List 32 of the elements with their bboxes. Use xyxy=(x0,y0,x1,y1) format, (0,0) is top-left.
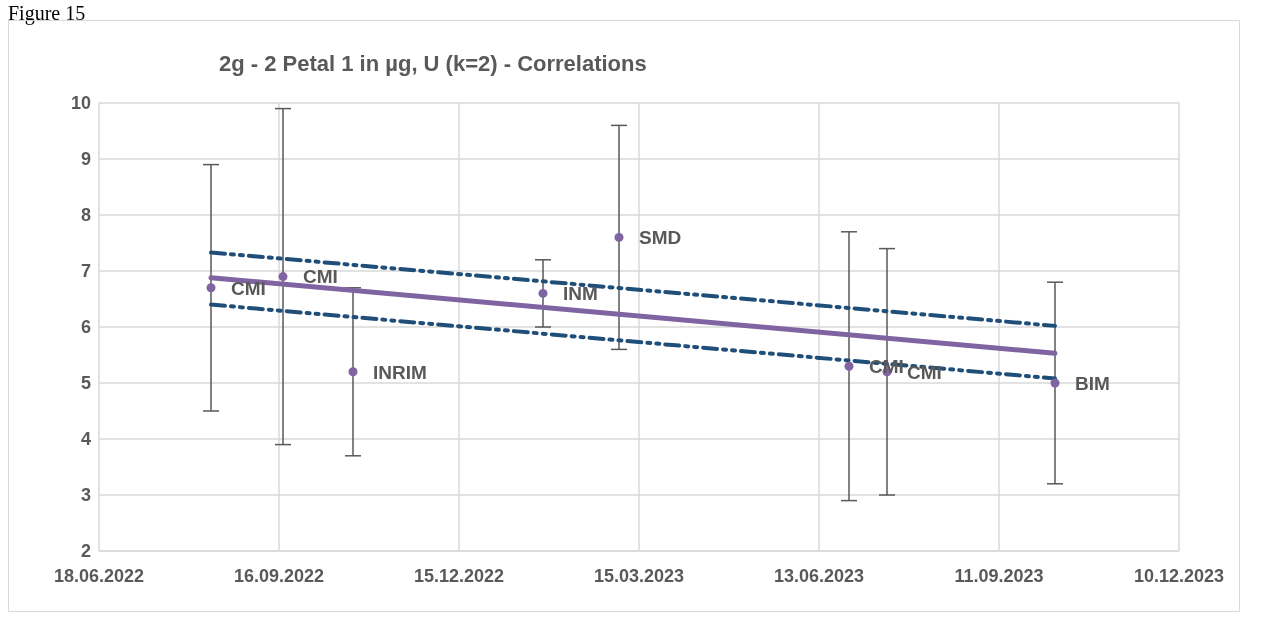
point xyxy=(844,361,854,371)
point xyxy=(1050,378,1060,388)
annotation: INM xyxy=(563,283,598,305)
y-tick-label: 10 xyxy=(70,93,91,114)
point xyxy=(538,288,548,298)
y-tick-label: 4 xyxy=(80,429,91,450)
y-tick-label: 5 xyxy=(80,373,91,394)
y-tick-label: 3 xyxy=(80,485,91,506)
y-tick-label: 9 xyxy=(80,149,91,170)
annotation: SMD xyxy=(639,227,682,249)
chart-title: 2g - 2 Petal 1 in µg, U (k=2) - Correlations xyxy=(219,51,647,77)
y-tick-label: 2 xyxy=(80,541,91,562)
point xyxy=(614,232,624,242)
x-tick-label: 18.06.2022 xyxy=(53,565,145,586)
point xyxy=(278,272,288,282)
y-tick-label: 7 xyxy=(80,261,91,282)
x-tick-label: 10.12.2023 xyxy=(1133,565,1225,586)
x-tick-label: 11.09.2023 xyxy=(954,565,1044,586)
y-tick-label: 8 xyxy=(80,205,91,226)
annotation: INRIM xyxy=(373,361,427,383)
annotation: CMI xyxy=(303,266,338,288)
caption: Figure 15 xyxy=(8,2,86,24)
annotation: BIM xyxy=(1075,372,1110,394)
y-tick-label: 6 xyxy=(80,317,91,338)
point xyxy=(348,367,358,377)
x-tick-label: 15.12.2022 xyxy=(413,565,505,586)
x-tick-label: 13.06.2023 xyxy=(773,565,865,586)
point xyxy=(206,283,216,293)
annotation: CMI xyxy=(231,277,266,299)
annotation: CMI xyxy=(907,361,942,383)
x-tick-label: 15.03.2023 xyxy=(593,565,685,586)
x-tick-label: 16.09.2022 xyxy=(233,565,325,586)
